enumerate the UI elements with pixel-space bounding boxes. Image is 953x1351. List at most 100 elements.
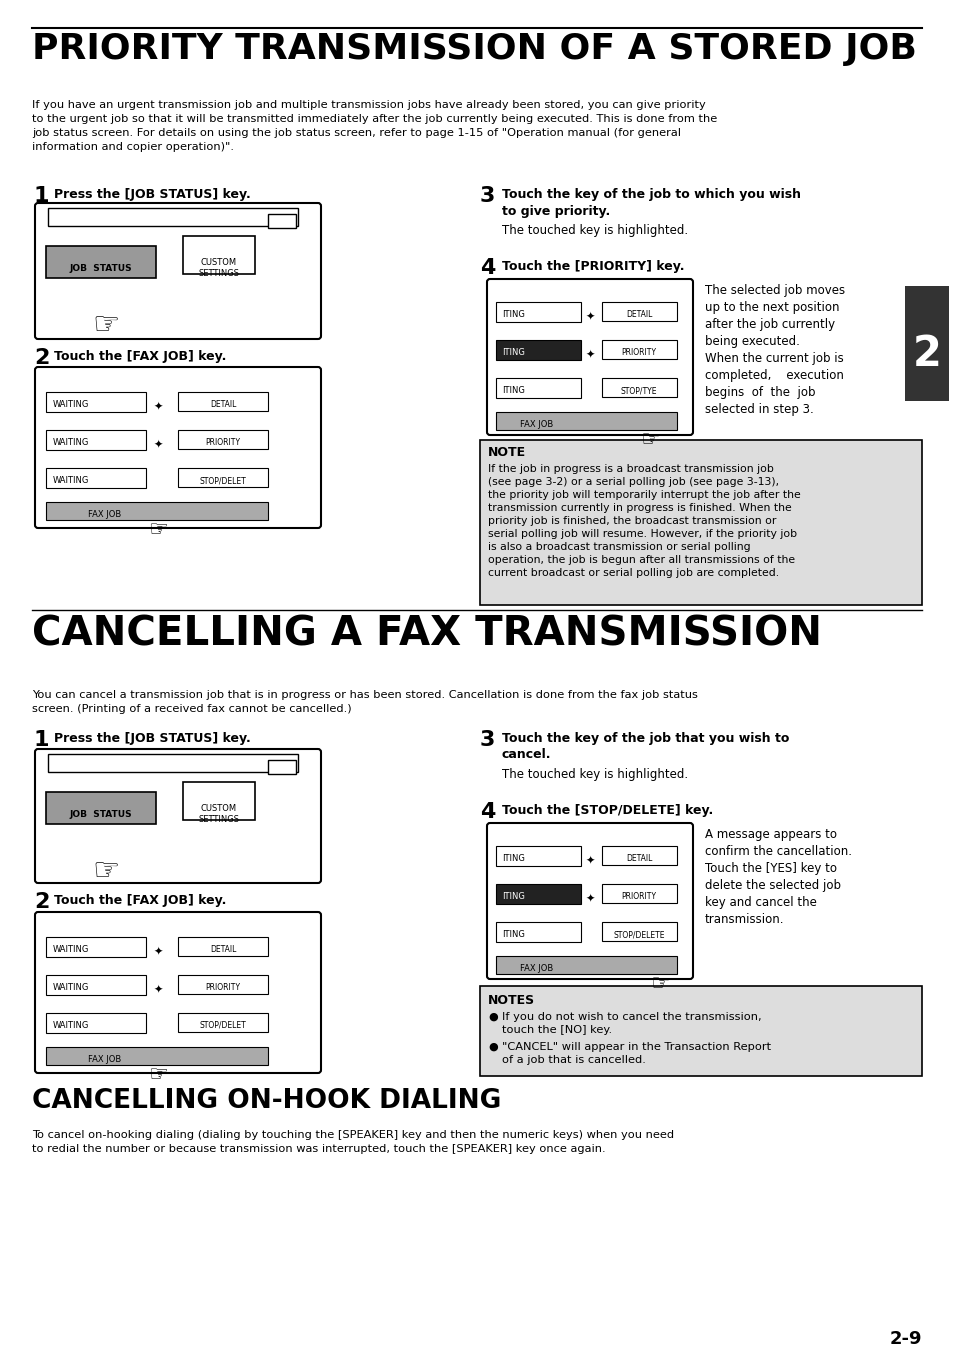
Text: Press the [JOB STATUS] key.: Press the [JOB STATUS] key. — [54, 188, 251, 201]
Text: If you have an urgent transmission job and multiple transmission jobs have alrea: If you have an urgent transmission job a… — [32, 100, 717, 153]
Text: FAX JOB: FAX JOB — [88, 509, 121, 519]
Text: ✦: ✦ — [585, 312, 594, 322]
Bar — [496, 846, 580, 866]
Bar — [178, 1013, 268, 1032]
Text: PRIORITY: PRIORITY — [620, 892, 656, 901]
Bar — [496, 957, 677, 974]
Text: CUSTOM
SETTINGS: CUSTOM SETTINGS — [198, 804, 239, 824]
Text: CANCELLING ON-HOOK DIALING: CANCELLING ON-HOOK DIALING — [32, 1088, 501, 1115]
Bar — [496, 303, 580, 322]
Text: STOP/DELET: STOP/DELET — [199, 476, 246, 485]
Bar — [46, 975, 146, 994]
Text: ITING: ITING — [501, 309, 524, 319]
Bar — [46, 792, 156, 824]
Bar — [496, 412, 677, 430]
FancyBboxPatch shape — [35, 203, 320, 339]
FancyBboxPatch shape — [35, 748, 320, 884]
Text: Touch the key of the job to which you wish
to give priority.: Touch the key of the job to which you wi… — [501, 188, 801, 218]
Text: FAX JOB: FAX JOB — [519, 420, 553, 430]
FancyBboxPatch shape — [35, 912, 320, 1073]
Text: FAX JOB: FAX JOB — [88, 1055, 121, 1065]
Bar — [178, 938, 268, 957]
Text: DETAIL: DETAIL — [210, 944, 236, 954]
Text: ☞: ☞ — [639, 430, 659, 450]
Text: 2: 2 — [912, 332, 941, 374]
Bar — [48, 754, 297, 771]
Bar — [178, 467, 268, 486]
FancyBboxPatch shape — [486, 823, 692, 979]
Text: To cancel on-hooking dialing (dialing by touching the [SPEAKER] key and then the: To cancel on-hooking dialing (dialing by… — [32, 1129, 674, 1154]
Text: ✦: ✦ — [153, 440, 163, 450]
Bar — [46, 1013, 146, 1034]
Text: 1: 1 — [34, 186, 50, 205]
Bar — [48, 208, 297, 226]
Bar — [46, 938, 146, 957]
Text: If the job in progress is a broadcast transmission job
(see page 3-2) or a seria: If the job in progress is a broadcast tr… — [488, 463, 800, 578]
Text: If you do not wish to cancel the transmission,
touch the [NO] key.: If you do not wish to cancel the transmi… — [501, 1012, 760, 1035]
Bar — [496, 884, 580, 904]
Text: 4: 4 — [479, 258, 495, 278]
Text: PRIORITY TRANSMISSION OF A STORED JOB: PRIORITY TRANSMISSION OF A STORED JOB — [32, 32, 916, 66]
Text: PRIORITY: PRIORITY — [205, 438, 240, 447]
Text: "CANCEL" will appear in the Transaction Report
of a job that is cancelled.: "CANCEL" will appear in the Transaction … — [501, 1042, 770, 1065]
Text: Touch the [PRIORITY] key.: Touch the [PRIORITY] key. — [501, 259, 684, 273]
Text: WAITING: WAITING — [53, 438, 90, 447]
Text: You can cancel a transmission job that is in progress or has been stored. Cancel: You can cancel a transmission job that i… — [32, 690, 698, 713]
Bar — [601, 884, 677, 902]
Text: DETAIL: DETAIL — [625, 309, 652, 319]
Text: ✦: ✦ — [153, 403, 163, 412]
Text: DETAIL: DETAIL — [210, 400, 236, 409]
Text: JOB  STATUS: JOB STATUS — [70, 811, 132, 819]
Text: The touched key is highlighted.: The touched key is highlighted. — [501, 767, 687, 781]
Text: Touch the [STOP/DELETE] key.: Touch the [STOP/DELETE] key. — [501, 804, 713, 817]
Text: ✦: ✦ — [153, 985, 163, 994]
Bar — [268, 213, 295, 228]
Text: Touch the [FAX JOB] key.: Touch the [FAX JOB] key. — [54, 350, 226, 363]
Bar — [496, 378, 580, 399]
Text: ITING: ITING — [501, 929, 524, 939]
Text: ☞: ☞ — [92, 857, 119, 886]
Text: 2-9: 2-9 — [888, 1329, 921, 1348]
FancyBboxPatch shape — [486, 280, 692, 435]
Bar — [496, 921, 580, 942]
Bar — [601, 303, 677, 322]
Text: ITING: ITING — [501, 349, 524, 357]
Text: 4: 4 — [479, 802, 495, 821]
Bar — [601, 846, 677, 865]
Bar — [601, 340, 677, 359]
Text: ITING: ITING — [501, 892, 524, 901]
Text: ✦: ✦ — [585, 894, 594, 904]
Text: ●: ● — [488, 1012, 497, 1021]
Bar — [178, 392, 268, 411]
Bar — [46, 1047, 268, 1065]
Text: NOTE: NOTE — [488, 446, 525, 459]
Text: Touch the [FAX JOB] key.: Touch the [FAX JOB] key. — [54, 894, 226, 907]
Text: JOB  STATUS: JOB STATUS — [70, 263, 132, 273]
Text: STOP/DELET: STOP/DELET — [199, 1021, 246, 1029]
Text: 1: 1 — [34, 730, 50, 750]
Bar — [178, 975, 268, 994]
Text: ITING: ITING — [501, 854, 524, 863]
Text: The touched key is highlighted.: The touched key is highlighted. — [501, 224, 687, 236]
FancyBboxPatch shape — [35, 367, 320, 528]
Text: DETAIL: DETAIL — [625, 854, 652, 863]
Text: WAITING: WAITING — [53, 1021, 90, 1029]
Bar — [601, 378, 677, 397]
Text: ☞: ☞ — [148, 520, 168, 540]
Text: 2: 2 — [34, 892, 50, 912]
Bar — [904, 286, 948, 401]
Text: WAITING: WAITING — [53, 400, 90, 409]
Text: Press the [JOB STATUS] key.: Press the [JOB STATUS] key. — [54, 732, 251, 744]
Text: NOTES: NOTES — [488, 994, 535, 1006]
Text: ☞: ☞ — [92, 311, 119, 340]
Bar — [268, 761, 295, 774]
Bar — [183, 782, 254, 820]
Bar — [496, 340, 580, 359]
Bar — [601, 921, 677, 942]
Text: The selected job moves
up to the next position
after the job currently
being exe: The selected job moves up to the next po… — [704, 284, 844, 416]
Text: ✦: ✦ — [585, 857, 594, 866]
Text: PRIORITY: PRIORITY — [620, 349, 656, 357]
Text: WAITING: WAITING — [53, 476, 90, 485]
Text: WAITING: WAITING — [53, 984, 90, 992]
Bar — [46, 430, 146, 450]
